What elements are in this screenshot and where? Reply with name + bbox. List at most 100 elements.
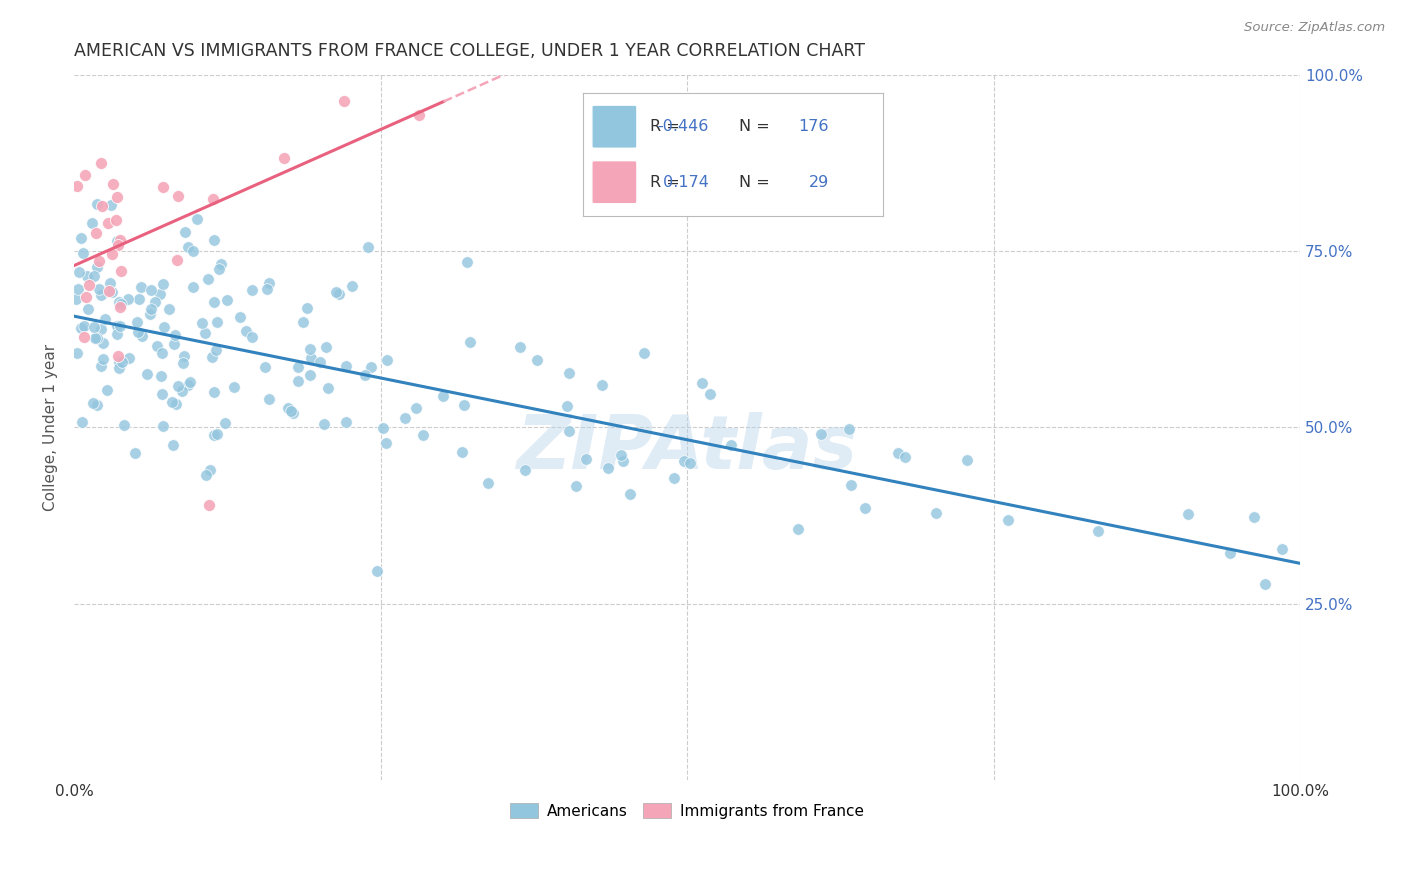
Point	[181, 244, 204, 258]
Point	[67, 282, 90, 296]
Point	[167, 188, 190, 202]
Point	[111, 354, 134, 368]
Point	[291, 315, 314, 329]
Point	[162, 438, 184, 452]
Point	[70, 415, 93, 429]
Point	[229, 310, 252, 325]
Point	[105, 318, 128, 333]
Point	[101, 285, 124, 300]
Point	[86, 331, 108, 345]
Point	[160, 395, 183, 409]
Point	[173, 349, 195, 363]
Point	[202, 385, 225, 400]
Text: Source: ZipAtlas.com: Source: ZipAtlas.com	[1244, 21, 1385, 34]
Point	[163, 336, 186, 351]
Point	[75, 168, 97, 182]
Point	[357, 240, 380, 254]
Point	[94, 311, 117, 326]
Point	[280, 404, 302, 418]
Point	[86, 197, 108, 211]
Point	[73, 330, 96, 344]
Point	[335, 359, 357, 374]
Point	[205, 427, 228, 442]
Point	[190, 316, 212, 330]
Point	[117, 292, 139, 306]
Point	[297, 301, 319, 315]
Point	[432, 389, 454, 403]
Point	[575, 451, 598, 466]
Point	[83, 320, 105, 334]
Point	[202, 233, 225, 247]
Point	[598, 460, 620, 475]
Point	[77, 302, 100, 317]
Point	[224, 379, 246, 393]
Point	[149, 286, 172, 301]
Point	[240, 283, 263, 297]
Point	[105, 234, 128, 248]
Point	[73, 319, 96, 334]
Point	[65, 292, 87, 306]
Point	[166, 253, 188, 268]
Point	[526, 353, 548, 368]
Point	[287, 360, 309, 375]
Point	[108, 294, 131, 309]
Point	[309, 355, 332, 369]
Point	[259, 276, 281, 290]
Point	[101, 247, 124, 261]
Point	[83, 331, 105, 345]
Point	[619, 487, 641, 501]
Point	[177, 377, 200, 392]
Point	[612, 454, 634, 468]
Point	[558, 366, 581, 380]
Point	[1271, 541, 1294, 556]
Point	[110, 264, 132, 278]
Point	[335, 415, 357, 429]
Point	[112, 417, 135, 432]
Point	[810, 426, 832, 441]
Point	[299, 342, 322, 356]
Point	[84, 226, 107, 240]
Point	[201, 192, 224, 206]
Point	[179, 376, 201, 390]
Point	[1243, 510, 1265, 524]
Point	[591, 378, 613, 392]
Point	[86, 260, 108, 275]
Point	[633, 346, 655, 360]
Point	[662, 471, 685, 485]
Point	[86, 398, 108, 412]
Point	[136, 367, 159, 381]
Point	[956, 452, 979, 467]
Point	[91, 336, 114, 351]
Point	[103, 177, 125, 191]
Point	[66, 178, 89, 193]
Point	[124, 445, 146, 459]
Point	[150, 387, 173, 401]
Point	[107, 349, 129, 363]
Point	[360, 360, 382, 375]
Point	[1254, 577, 1277, 591]
Point	[235, 324, 257, 338]
Point	[405, 401, 427, 416]
Point	[90, 359, 112, 373]
Point	[194, 326, 217, 341]
Point	[98, 284, 121, 298]
Point	[146, 339, 169, 353]
Point	[75, 290, 97, 304]
Point	[150, 368, 173, 383]
Point	[460, 335, 482, 350]
Point	[672, 453, 695, 467]
Point	[90, 156, 112, 170]
Point	[143, 294, 166, 309]
Point	[281, 406, 304, 420]
Y-axis label: College, Under 1 year: College, Under 1 year	[44, 343, 58, 511]
Point	[288, 54, 311, 69]
Point	[108, 355, 131, 369]
Point	[186, 211, 208, 226]
Point	[366, 565, 388, 579]
Point	[108, 360, 131, 375]
Point	[513, 463, 536, 477]
Point	[197, 272, 219, 286]
Point	[80, 216, 103, 230]
Point	[453, 398, 475, 412]
Point	[141, 283, 163, 297]
